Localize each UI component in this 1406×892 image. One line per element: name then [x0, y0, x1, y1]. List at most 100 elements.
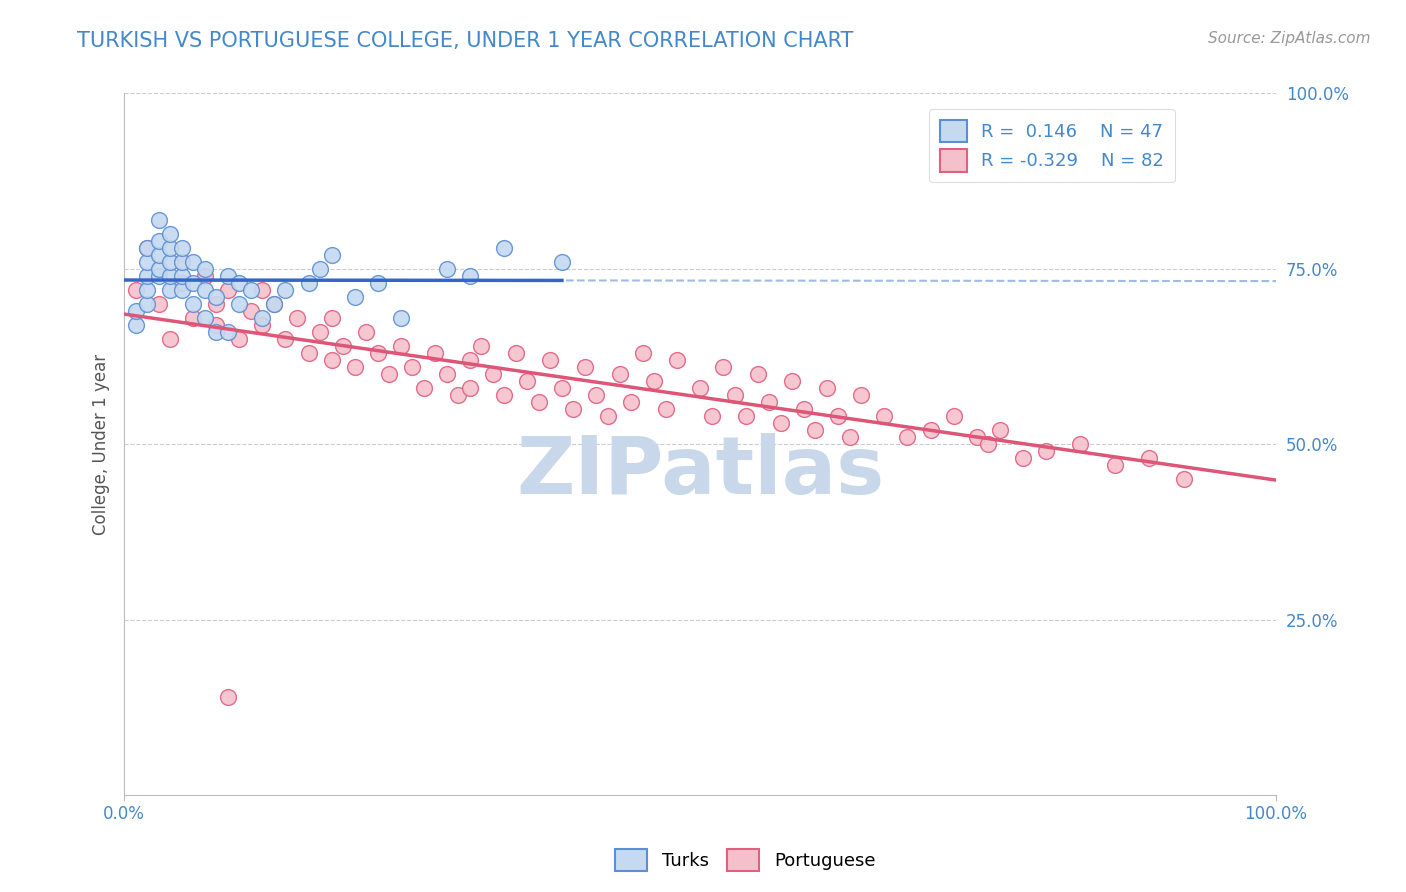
- Point: [159, 227, 181, 241]
- Point: [643, 374, 665, 388]
- Point: [942, 409, 965, 424]
- Point: [252, 310, 274, 325]
- Point: [148, 261, 170, 276]
- Point: [309, 325, 332, 339]
- Point: [482, 367, 505, 381]
- Point: [769, 416, 792, 430]
- Point: [136, 297, 159, 311]
- Point: [425, 346, 447, 360]
- Point: [711, 359, 734, 374]
- Point: [170, 254, 193, 268]
- Point: [159, 283, 181, 297]
- Point: [631, 346, 654, 360]
- Point: [470, 339, 492, 353]
- Point: [297, 346, 319, 360]
- Point: [920, 423, 942, 437]
- Point: [263, 297, 285, 311]
- Point: [609, 367, 631, 381]
- Point: [239, 283, 262, 297]
- Point: [170, 268, 193, 283]
- Point: [170, 254, 193, 268]
- Point: [1173, 472, 1195, 486]
- Point: [851, 388, 873, 402]
- Point: [205, 290, 228, 304]
- Point: [170, 276, 193, 290]
- Point: [401, 359, 423, 374]
- Point: [217, 268, 239, 283]
- Point: [159, 268, 181, 283]
- Point: [125, 283, 148, 297]
- Point: [183, 254, 205, 268]
- Point: [700, 409, 723, 424]
- Point: [620, 395, 643, 409]
- Point: [183, 310, 205, 325]
- Text: Source: ZipAtlas.com: Source: ZipAtlas.com: [1208, 31, 1371, 46]
- Point: [136, 241, 159, 255]
- Point: [505, 346, 527, 360]
- Point: [1011, 451, 1033, 466]
- Point: [458, 381, 481, 395]
- Point: [194, 310, 217, 325]
- Legend: R =  0.146    N = 47, R = -0.329    N = 82: R = 0.146 N = 47, R = -0.329 N = 82: [929, 110, 1175, 182]
- Point: [136, 241, 159, 255]
- Point: [148, 234, 170, 248]
- Point: [815, 381, 838, 395]
- Point: [977, 437, 1000, 451]
- Point: [793, 402, 815, 417]
- Point: [183, 276, 205, 290]
- Point: [321, 248, 343, 262]
- Point: [447, 388, 470, 402]
- Point: [966, 430, 988, 444]
- Point: [354, 325, 377, 339]
- Point: [148, 297, 170, 311]
- Point: [297, 276, 319, 290]
- Point: [159, 332, 181, 346]
- Point: [1137, 451, 1160, 466]
- Point: [735, 409, 758, 424]
- Point: [1104, 458, 1126, 473]
- Y-axis label: College, Under 1 year: College, Under 1 year: [93, 353, 110, 535]
- Point: [125, 304, 148, 318]
- Point: [148, 212, 170, 227]
- Point: [1035, 444, 1057, 458]
- Point: [309, 261, 332, 276]
- Point: [378, 367, 401, 381]
- Point: [332, 339, 354, 353]
- Point: [252, 318, 274, 332]
- Point: [252, 283, 274, 297]
- Point: [527, 395, 550, 409]
- Point: [782, 374, 804, 388]
- Point: [494, 388, 516, 402]
- Point: [136, 268, 159, 283]
- Point: [494, 241, 516, 255]
- Point: [136, 254, 159, 268]
- Point: [159, 241, 181, 255]
- Point: [1069, 437, 1091, 451]
- Point: [239, 304, 262, 318]
- Point: [125, 318, 148, 332]
- Point: [343, 290, 366, 304]
- Point: [747, 367, 769, 381]
- Point: [321, 353, 343, 368]
- Point: [666, 353, 689, 368]
- Point: [436, 261, 458, 276]
- Point: [194, 283, 217, 297]
- Point: [205, 318, 228, 332]
- Text: ZIPatlas: ZIPatlas: [516, 434, 884, 511]
- Point: [551, 381, 574, 395]
- Point: [562, 402, 585, 417]
- Legend: Turks, Portuguese: Turks, Portuguese: [607, 842, 883, 879]
- Point: [183, 297, 205, 311]
- Point: [724, 388, 747, 402]
- Point: [827, 409, 849, 424]
- Point: [205, 325, 228, 339]
- Point: [274, 332, 297, 346]
- Point: [170, 241, 193, 255]
- Point: [574, 359, 596, 374]
- Point: [458, 268, 481, 283]
- Point: [136, 283, 159, 297]
- Point: [217, 325, 239, 339]
- Point: [148, 248, 170, 262]
- Point: [274, 283, 297, 297]
- Point: [689, 381, 711, 395]
